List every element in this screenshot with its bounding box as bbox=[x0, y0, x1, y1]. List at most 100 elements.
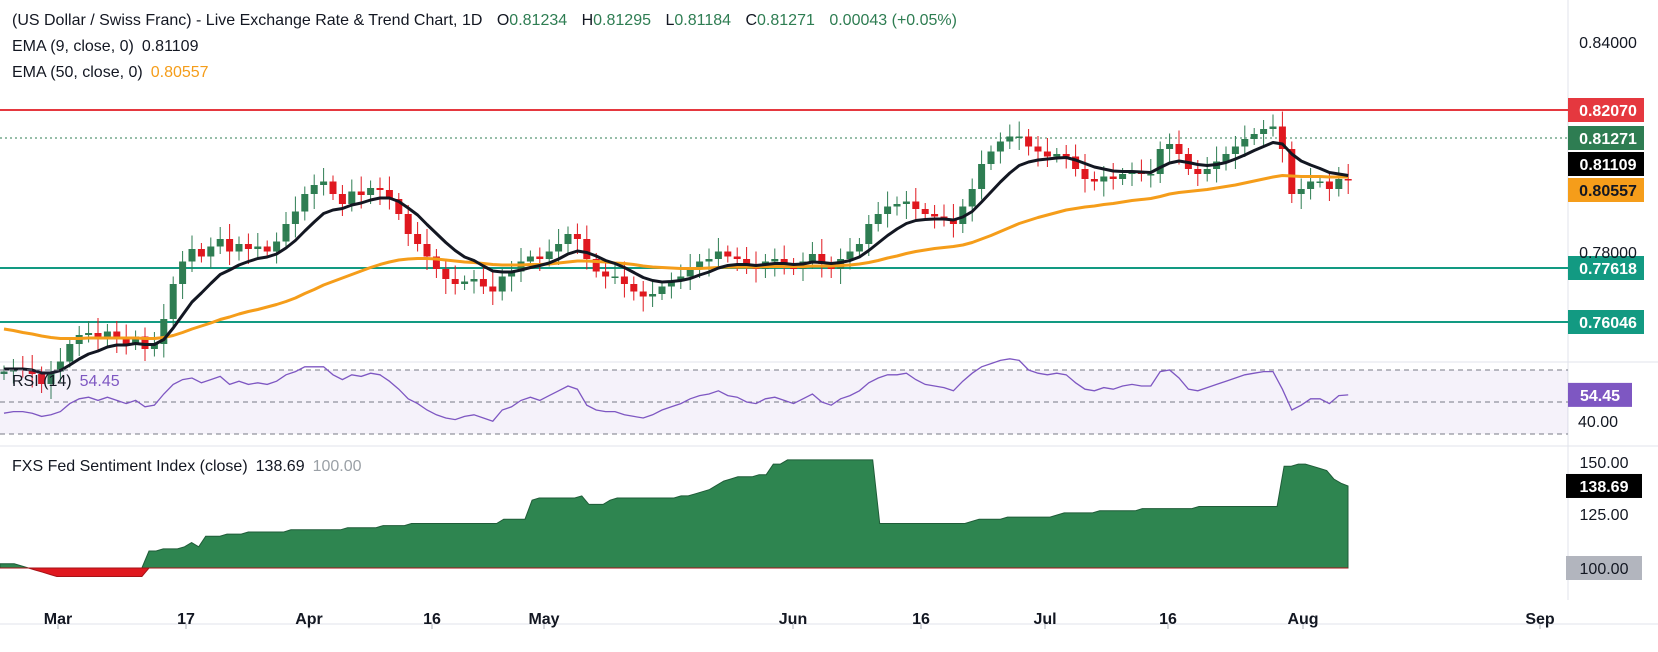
rsi-value-tag-label: 54.45 bbox=[1580, 388, 1620, 405]
current-price-tag-label: 0.81271 bbox=[1579, 131, 1637, 148]
level-label-resistance: 0.82070 bbox=[1579, 103, 1637, 120]
fed-area-negative bbox=[0, 567, 1348, 577]
candle-body bbox=[113, 331, 121, 338]
level-label-support-2: 0.76046 bbox=[1579, 315, 1637, 332]
price-tick-label: 0.78000 bbox=[1579, 245, 1637, 262]
candle-body bbox=[912, 201, 920, 209]
candle-body bbox=[555, 244, 563, 252]
candle-body bbox=[658, 286, 666, 294]
candle-body bbox=[639, 291, 647, 297]
candle-body bbox=[329, 181, 337, 194]
candle-body bbox=[1062, 154, 1070, 157]
time-tick-label: Aug bbox=[1287, 611, 1318, 628]
level-tag-support-2 bbox=[1568, 310, 1644, 334]
header-legend: (US Dollar / Swiss Franc) - Live Exchang… bbox=[12, 12, 957, 30]
candle-body bbox=[451, 279, 459, 284]
candle-body bbox=[395, 199, 403, 214]
candle-body bbox=[1231, 146, 1239, 154]
candle-body bbox=[987, 151, 995, 164]
candle-body bbox=[320, 181, 328, 185]
candle-body bbox=[1043, 151, 1051, 157]
candle-body bbox=[1307, 181, 1315, 189]
candle-body bbox=[771, 259, 779, 262]
candle-body bbox=[244, 244, 252, 249]
ema9-tag-label: 0.81109 bbox=[1580, 157, 1637, 174]
candle-body bbox=[1297, 189, 1305, 194]
candle-body bbox=[1316, 181, 1324, 183]
candle-body bbox=[536, 256, 544, 259]
fed-value-tag-label: 138.69 bbox=[1580, 479, 1629, 496]
candle-body bbox=[686, 269, 694, 277]
candle-body bbox=[1175, 144, 1183, 154]
candle-body bbox=[846, 251, 854, 259]
candle-body bbox=[592, 259, 600, 272]
candle-body bbox=[1288, 149, 1296, 194]
candle-body bbox=[1100, 176, 1108, 182]
candle-body bbox=[66, 344, 74, 362]
candle-body bbox=[150, 344, 158, 349]
candle-body bbox=[160, 319, 168, 344]
candle-body bbox=[620, 276, 628, 284]
candle-body bbox=[1053, 154, 1061, 157]
candle-body bbox=[414, 234, 422, 244]
candle-body bbox=[1090, 179, 1098, 182]
candle-body bbox=[47, 371, 55, 384]
candle-body bbox=[461, 281, 469, 284]
candle-body bbox=[367, 188, 375, 195]
ema50-line bbox=[3, 174, 1349, 340]
candle-body bbox=[1025, 136, 1033, 147]
candle-body bbox=[0, 371, 8, 374]
candle-body bbox=[884, 206, 892, 214]
candle-body bbox=[865, 224, 873, 244]
ema50-tag-label: 0.80557 bbox=[1579, 183, 1637, 200]
candle-body bbox=[649, 294, 657, 297]
candle-body bbox=[978, 164, 986, 189]
candle-body bbox=[197, 249, 205, 257]
candle-body bbox=[1119, 174, 1127, 179]
ema50-label: EMA (50, close, 0) bbox=[12, 64, 143, 81]
candle-body bbox=[1034, 146, 1042, 152]
high-value: 0.81295 bbox=[593, 12, 651, 29]
candle-body bbox=[733, 256, 741, 259]
candle-body bbox=[1278, 126, 1286, 149]
low-value: 0.81184 bbox=[674, 12, 732, 29]
candle-body bbox=[1203, 169, 1211, 174]
ema50-legend: EMA (50, close, 0) 0.80557 bbox=[12, 64, 209, 82]
close-label: C bbox=[745, 12, 758, 29]
fed-tick-label: 125.00 bbox=[1580, 507, 1629, 524]
time-tick-label: Jun bbox=[779, 611, 807, 628]
candle-body bbox=[1344, 179, 1352, 181]
candle-body bbox=[376, 188, 384, 190]
candle-body bbox=[931, 214, 939, 217]
candle-body bbox=[348, 191, 356, 204]
candle-body bbox=[103, 331, 111, 339]
candle-body bbox=[188, 249, 196, 262]
candle-body bbox=[56, 361, 64, 372]
level-label-support-1: 0.77618 bbox=[1579, 261, 1637, 278]
candle-body bbox=[1006, 136, 1014, 142]
candle-body bbox=[470, 279, 478, 282]
rsi-value-tag bbox=[1568, 382, 1632, 407]
candle-body bbox=[1260, 129, 1268, 134]
time-tick-label: Jul bbox=[1033, 611, 1056, 628]
candle-body bbox=[743, 259, 751, 267]
candle-body bbox=[780, 259, 788, 264]
candle-body bbox=[273, 241, 281, 252]
open-label: O bbox=[496, 12, 510, 29]
candle-body bbox=[583, 239, 591, 259]
time-tick-label: May bbox=[528, 611, 559, 628]
candle-body bbox=[357, 191, 365, 195]
fed-base-tag bbox=[1566, 556, 1642, 580]
candle-body bbox=[959, 206, 967, 224]
candle-body bbox=[432, 256, 440, 269]
candle-body bbox=[1250, 134, 1258, 139]
fed-tick-label: 150.00 bbox=[1580, 455, 1629, 472]
candle-body bbox=[921, 209, 929, 214]
candle-body bbox=[874, 214, 882, 224]
time-tick-label: Mar bbox=[44, 611, 72, 628]
candle-body bbox=[94, 333, 102, 339]
rsi-value: 54.45 bbox=[79, 373, 120, 390]
time-tick-label: Sep bbox=[1525, 611, 1555, 628]
candle-body bbox=[310, 185, 318, 194]
